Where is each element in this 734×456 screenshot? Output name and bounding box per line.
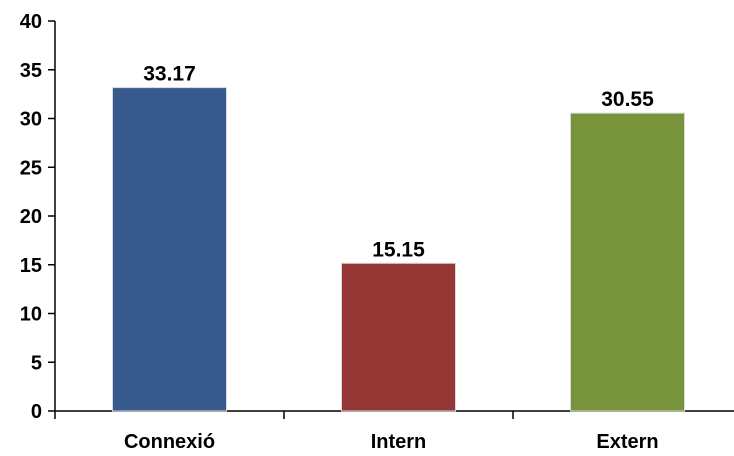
- y-tick-label: 5: [31, 352, 42, 374]
- y-tick-label: 15: [20, 255, 42, 277]
- y-tick-label: 10: [20, 304, 42, 326]
- y-tick-label: 25: [20, 157, 42, 179]
- y-tick-label: 40: [20, 11, 42, 33]
- data-label: 33.17: [143, 63, 196, 86]
- x-tick-label: Intern: [371, 431, 427, 451]
- data-label: 15.15: [372, 238, 425, 261]
- x-axis: Connexió Intern Extern: [54, 410, 734, 453]
- y-tick-label: 20: [20, 206, 42, 228]
- bars: [112, 87, 685, 412]
- bar-extern: [570, 112, 685, 412]
- y-tick-label: 35: [20, 60, 42, 82]
- y-tick-label: 30: [20, 109, 42, 131]
- y-tick-label: 0: [31, 401, 42, 423]
- x-tick-label: Connexió: [124, 431, 215, 451]
- bar-connexi-: [112, 87, 227, 412]
- bar-intern: [341, 262, 456, 412]
- y-axis: 0 5 10 15 20 25 30 35 40: [20, 11, 56, 423]
- value-labels: 33.17 15.15 30.55: [143, 63, 654, 262]
- x-tick-label: Extern: [596, 431, 658, 451]
- data-label: 30.55: [601, 88, 654, 111]
